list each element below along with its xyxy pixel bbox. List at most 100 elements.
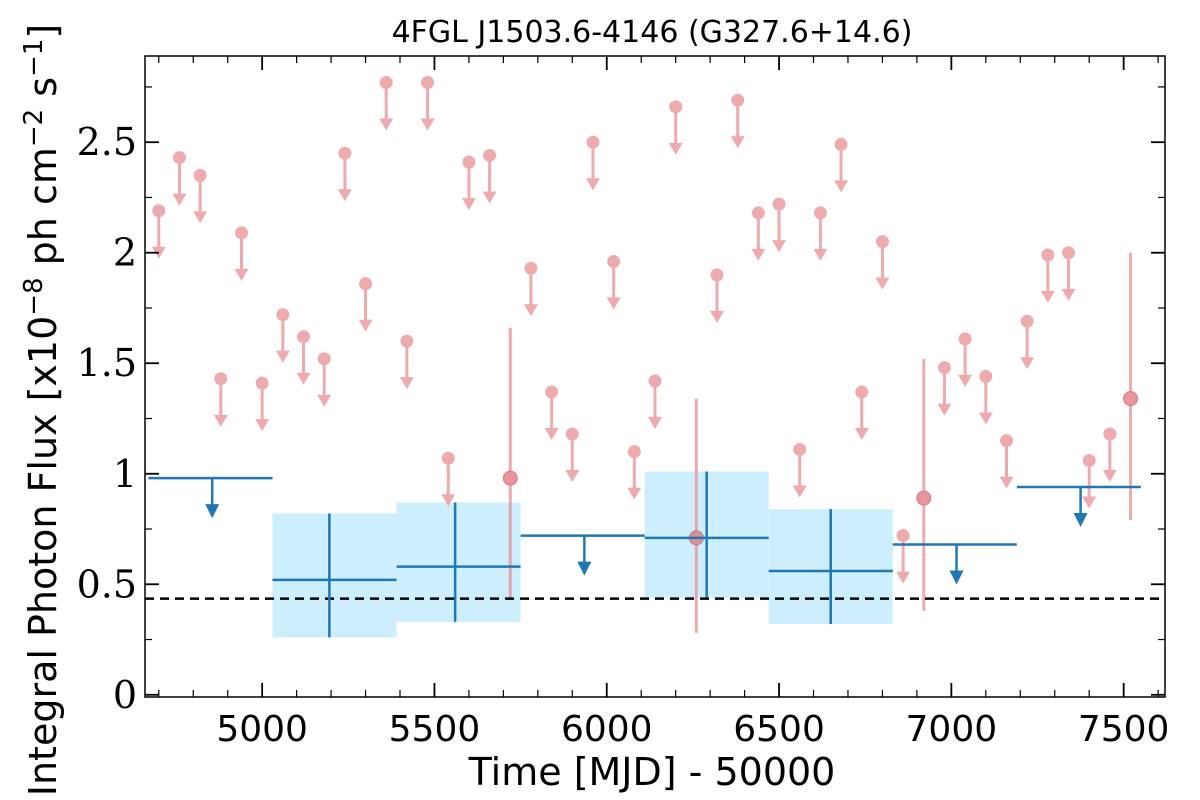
fine-upper-limit <box>1040 248 1055 303</box>
fine-upper-limit <box>772 197 787 253</box>
coarse-upper-limit <box>1016 485 1141 528</box>
fine-upper-limit <box>792 442 807 498</box>
upper-limit-arrow-head <box>668 142 683 155</box>
upper-limit-arrow-head <box>1073 513 1088 528</box>
fine-upper-limit <box>151 204 166 259</box>
upper-limit-marker <box>400 334 414 348</box>
fine-upper-limit <box>1082 453 1097 509</box>
upper-limit-marker <box>875 235 889 249</box>
y-axis-label-close: ] <box>21 24 65 39</box>
x-tick-label: 6000 <box>561 709 653 750</box>
chart-title: 4FGL J1503.6-4146 (G327.6+14.6) <box>392 15 913 50</box>
fine-upper-limit <box>854 385 869 440</box>
y-axis-label-mid: ph cm <box>21 147 65 277</box>
upper-limit-arrow-head <box>978 412 993 425</box>
fine-upper-limit <box>668 100 683 155</box>
upper-limit-arrow-head <box>337 189 352 202</box>
upper-limit-arrow-head <box>577 561 592 576</box>
upper-limit-arrow-head <box>379 118 394 131</box>
upper-limit-marker <box>193 168 207 182</box>
fine-upper-limit <box>730 93 745 149</box>
y-axis-label: Integral Photon Flux [x10−8 ph cm−2 s−1] <box>19 24 65 797</box>
fine-upper-limit <box>172 151 187 206</box>
coarse-upper-limit <box>520 534 645 576</box>
upper-limit-arrow-head <box>1040 290 1055 303</box>
coarse-detection <box>396 502 521 622</box>
upper-limit-arrow-head <box>585 178 600 191</box>
y-tick-label: 0.5 <box>77 562 137 606</box>
fine-upper-limit <box>337 146 352 202</box>
plot-area <box>145 76 1165 638</box>
upper-limit-marker <box>565 427 579 441</box>
y-axis-label-end: s <box>21 77 65 109</box>
fine-upper-limit <box>710 268 725 323</box>
fine-detection <box>916 358 932 611</box>
fine-upper-limit <box>275 308 290 363</box>
upper-limit-arrow-head <box>1061 288 1076 301</box>
fine-upper-limit <box>958 332 973 387</box>
fine-upper-limit <box>937 361 952 416</box>
fine-upper-limit <box>358 277 373 332</box>
upper-limit-marker <box>607 255 621 269</box>
upper-limit-arrow-head <box>854 427 869 440</box>
fine-upper-limit <box>875 235 890 290</box>
fine-upper-limit <box>1061 246 1076 301</box>
upper-limit-arrow-head <box>544 427 559 440</box>
upper-limit-arrow-head <box>275 350 290 363</box>
upper-limit-arrow-head <box>999 476 1014 489</box>
y-axis-label-exp: −8 <box>19 277 49 315</box>
fine-upper-limit <box>1102 427 1117 482</box>
upper-limit-marker <box>255 376 269 390</box>
upper-limit-arrow-head <box>1082 496 1097 509</box>
fine-upper-limit <box>399 334 414 390</box>
upper-limit-marker <box>648 374 662 388</box>
upper-limit-marker <box>1082 453 1096 467</box>
upper-limit-arrow-head <box>896 571 911 584</box>
fine-upper-limit <box>441 451 456 507</box>
upper-limit-arrow-head <box>234 268 249 281</box>
coarse-error-band <box>396 502 521 622</box>
upper-limit-marker <box>627 445 641 459</box>
upper-limit-arrow-head <box>1102 469 1117 482</box>
upper-limit-arrow-head <box>205 504 220 519</box>
upper-limit-arrow-head <box>317 394 332 407</box>
upper-limit-arrow-head <box>710 310 725 323</box>
upper-limit-arrow-head <box>875 277 890 290</box>
fine-upper-limit <box>896 529 911 584</box>
upper-limit-marker <box>462 155 476 169</box>
upper-limit-arrow-head <box>813 248 828 261</box>
upper-limit-marker <box>979 370 993 383</box>
upper-limit-arrow-head <box>1020 357 1035 370</box>
upper-limit-marker <box>855 385 869 399</box>
upper-limit-marker <box>297 330 311 344</box>
upper-limit-arrow-head <box>296 372 311 385</box>
fine-upper-limit <box>999 434 1014 489</box>
upper-limit-marker <box>1041 248 1055 262</box>
y-tick-label: 1 <box>113 452 137 496</box>
upper-limit-arrow-head <box>523 304 538 317</box>
upper-limit-arrow-head <box>648 416 662 429</box>
upper-limit-marker <box>958 332 972 346</box>
x-tick-label: 7500 <box>1078 709 1170 750</box>
upper-limit-marker <box>359 277 373 291</box>
upper-limit-marker <box>379 76 393 90</box>
x-tick-label: 6500 <box>733 709 825 750</box>
upper-limit-arrow-head <box>358 319 373 332</box>
y-tick-label: 1.5 <box>77 341 137 385</box>
upper-limit-marker <box>772 197 786 211</box>
upper-limit-marker <box>999 434 1013 448</box>
upper-limit-arrow-head <box>627 487 642 500</box>
upper-limit-marker <box>710 268 724 282</box>
y-axis-label-exp3: −1 <box>19 39 49 77</box>
upper-limit-marker <box>338 146 352 160</box>
coarse-detection <box>768 509 893 625</box>
y-tick-label: 2 <box>113 231 137 275</box>
upper-limit-arrow-head <box>730 136 745 149</box>
upper-limit-marker <box>483 148 497 162</box>
upper-limit-marker <box>545 385 559 399</box>
coarse-detection <box>272 513 397 638</box>
coarse-upper-limit <box>892 543 1017 585</box>
upper-limit-arrow-head <box>792 485 807 498</box>
upper-limit-marker <box>937 361 951 375</box>
upper-limit-marker <box>214 372 228 386</box>
